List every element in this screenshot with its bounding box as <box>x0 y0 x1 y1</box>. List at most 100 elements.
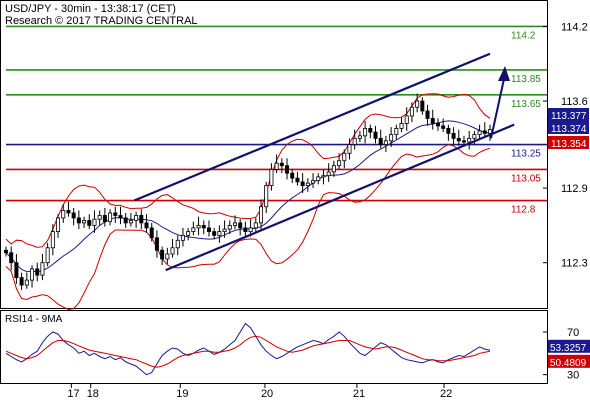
candle-body <box>238 222 243 229</box>
copyright-text: Research © 2017 TRADING CENTRAL <box>5 15 198 27</box>
candle-body <box>472 134 477 139</box>
candle-body <box>399 123 404 129</box>
candle-body <box>357 135 362 139</box>
candle-body <box>441 125 446 129</box>
candle-body <box>477 130 482 136</box>
candle <box>134 211 139 228</box>
candle-body <box>191 227 196 233</box>
candle <box>435 118 440 131</box>
level-label-114.2: 114.2 <box>511 30 536 41</box>
candle <box>487 124 492 141</box>
candle-body <box>4 249 9 254</box>
candle <box>467 130 472 150</box>
candle <box>269 163 274 191</box>
candle-body <box>331 165 336 173</box>
candle <box>186 227 191 241</box>
candle-body <box>66 210 71 214</box>
candle-body <box>196 224 201 229</box>
candle <box>274 154 279 174</box>
candle <box>35 262 40 282</box>
price-axis-label-113.6: 113.6 <box>561 96 588 108</box>
rsi-panel-title: RSI14 - 9MA <box>5 314 63 325</box>
candle-body <box>368 127 373 133</box>
candle <box>66 201 71 217</box>
candle-body <box>409 106 414 117</box>
candle <box>170 239 175 258</box>
candle <box>425 104 430 126</box>
candle <box>430 109 435 130</box>
candle-body <box>404 115 409 124</box>
candle-body <box>139 215 144 224</box>
candle <box>76 210 81 230</box>
candle <box>243 221 248 238</box>
candle <box>482 122 487 138</box>
candle-body <box>337 160 342 167</box>
candle <box>108 209 113 226</box>
candle-body <box>290 172 295 179</box>
rsi-plot-area <box>5 322 491 376</box>
candle <box>154 230 159 258</box>
price-plot-area: 114.2 113.85 113.65 113.25 113.05 112.8 <box>4 25 547 311</box>
candle <box>331 160 336 177</box>
candle-body <box>217 231 222 236</box>
candle <box>409 102 414 123</box>
candle-body <box>248 227 253 233</box>
candle <box>300 173 305 194</box>
candle <box>92 210 97 233</box>
candle <box>149 222 154 242</box>
candle <box>123 212 128 228</box>
rsi-series-9MA <box>5 335 491 368</box>
price-tag-box <box>548 121 589 134</box>
candle-body <box>108 212 113 223</box>
rsi-value-tag-box <box>548 354 590 368</box>
price-tag-113.354: 113.354 <box>551 139 587 150</box>
price-tag-113.374: 113.374 <box>551 124 587 135</box>
time-axis-label-22: 22 <box>440 388 452 400</box>
candle <box>337 153 342 170</box>
candle <box>61 204 66 223</box>
candle <box>347 138 352 160</box>
price-axis-label-114.2: 114.2 <box>561 21 588 33</box>
candle-body <box>363 127 368 137</box>
candle-body <box>373 131 378 139</box>
candle <box>128 212 133 227</box>
chart-title: USD/JPY - 30min - 13:38:17 (CET) <box>5 3 176 15</box>
candle-body <box>206 227 211 233</box>
candle <box>368 124 373 139</box>
candle-body <box>487 129 492 134</box>
candle <box>326 163 331 182</box>
candle-body <box>186 231 191 236</box>
candle <box>461 135 466 146</box>
candle-body <box>321 175 326 178</box>
candle <box>394 124 399 140</box>
candle <box>14 253 19 284</box>
candle-body <box>87 220 92 226</box>
candle-body <box>201 224 206 229</box>
candle <box>264 181 269 213</box>
candle-body <box>311 180 316 184</box>
candle-body <box>82 220 87 224</box>
candle <box>196 216 201 236</box>
candle <box>378 129 383 149</box>
candle <box>180 227 185 247</box>
price-tag-113.377: 113.377 <box>551 111 587 122</box>
moving-average-line <box>5 120 491 273</box>
candle-body <box>180 234 185 241</box>
candle-body <box>467 137 472 143</box>
candle <box>160 246 165 266</box>
candle <box>383 135 388 153</box>
candle-body <box>222 228 227 233</box>
candle <box>446 124 451 141</box>
candle-body <box>24 279 29 286</box>
candle <box>342 149 347 169</box>
candle-body <box>259 206 264 224</box>
time-axis-label-19: 19 <box>176 388 188 400</box>
candle-body <box>415 100 420 108</box>
candle <box>238 219 243 236</box>
candle-body <box>61 210 66 219</box>
candle <box>451 127 456 145</box>
candle <box>56 214 61 238</box>
candle <box>290 169 295 184</box>
candle <box>139 209 144 230</box>
candle-body <box>154 237 159 251</box>
